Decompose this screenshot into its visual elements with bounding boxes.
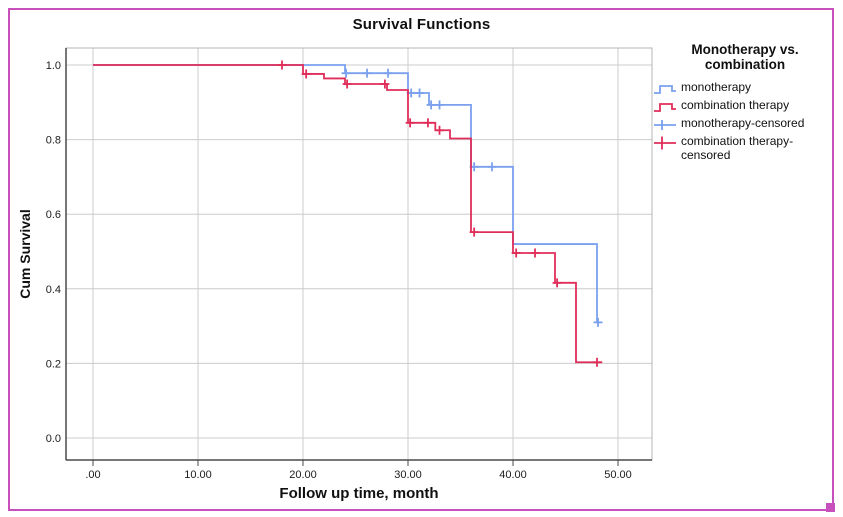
y-tick-label: 0.2	[46, 358, 61, 370]
x-axis-label: Follow up time, month	[279, 485, 439, 502]
x-tick-label: 40.00	[499, 469, 527, 481]
x-tick-label: 10.00	[184, 469, 212, 481]
y-tick-label: 0.4	[46, 284, 61, 296]
legend-item-combination-censored: combination therapy-censored	[653, 135, 837, 162]
y-tick-label: 0.8	[46, 135, 61, 147]
chart-title: Survival Functions	[352, 16, 491, 33]
survival-curve-monotherapy	[93, 64, 601, 324]
x-tick-label: 20.00	[289, 469, 317, 481]
survival-curve-combination-therapy	[93, 64, 603, 364]
y-tick-label: 1.0	[46, 60, 61, 72]
legend-item-monotherapy-censored: monotherapy-censored	[653, 116, 837, 132]
legend-item-combination-therapy: combination therapy	[653, 98, 837, 114]
step-line-icon	[654, 103, 676, 113]
step-line-icon	[654, 85, 676, 95]
window-border	[8, 8, 834, 511]
legend-title: Monotherapy vs. combination	[653, 42, 837, 72]
censored-plus-icon	[654, 136, 676, 150]
legend: Monotherapy vs. combination monotherapy …	[653, 42, 837, 162]
y-tick-label: 0.0	[46, 433, 61, 445]
x-tick-label: .00	[85, 469, 100, 481]
y-axis-label: Cum Survival	[17, 209, 33, 299]
legend-items: monotherapy combination therapy monother…	[653, 80, 837, 162]
legend-item-monotherapy: monotherapy	[653, 80, 837, 96]
legend-item-label: monotherapy	[681, 80, 752, 95]
legend-item-label: monotherapy-censored	[681, 116, 805, 131]
x-tick-label: 30.00	[394, 469, 422, 481]
legend-title-line1: Monotherapy vs.	[691, 42, 799, 57]
y-tick-label: 0.6	[46, 209, 61, 221]
legend-title-line2: combination	[704, 57, 786, 73]
censored-plus-icon	[654, 120, 676, 131]
legend-item-label: combination therapy	[681, 98, 790, 113]
plot-frame	[65, 47, 653, 461]
resize-handle[interactable]	[826, 503, 835, 512]
legend-item-label: combination therapy-censored	[681, 134, 794, 162]
x-tick-label: 50.00	[604, 469, 632, 481]
